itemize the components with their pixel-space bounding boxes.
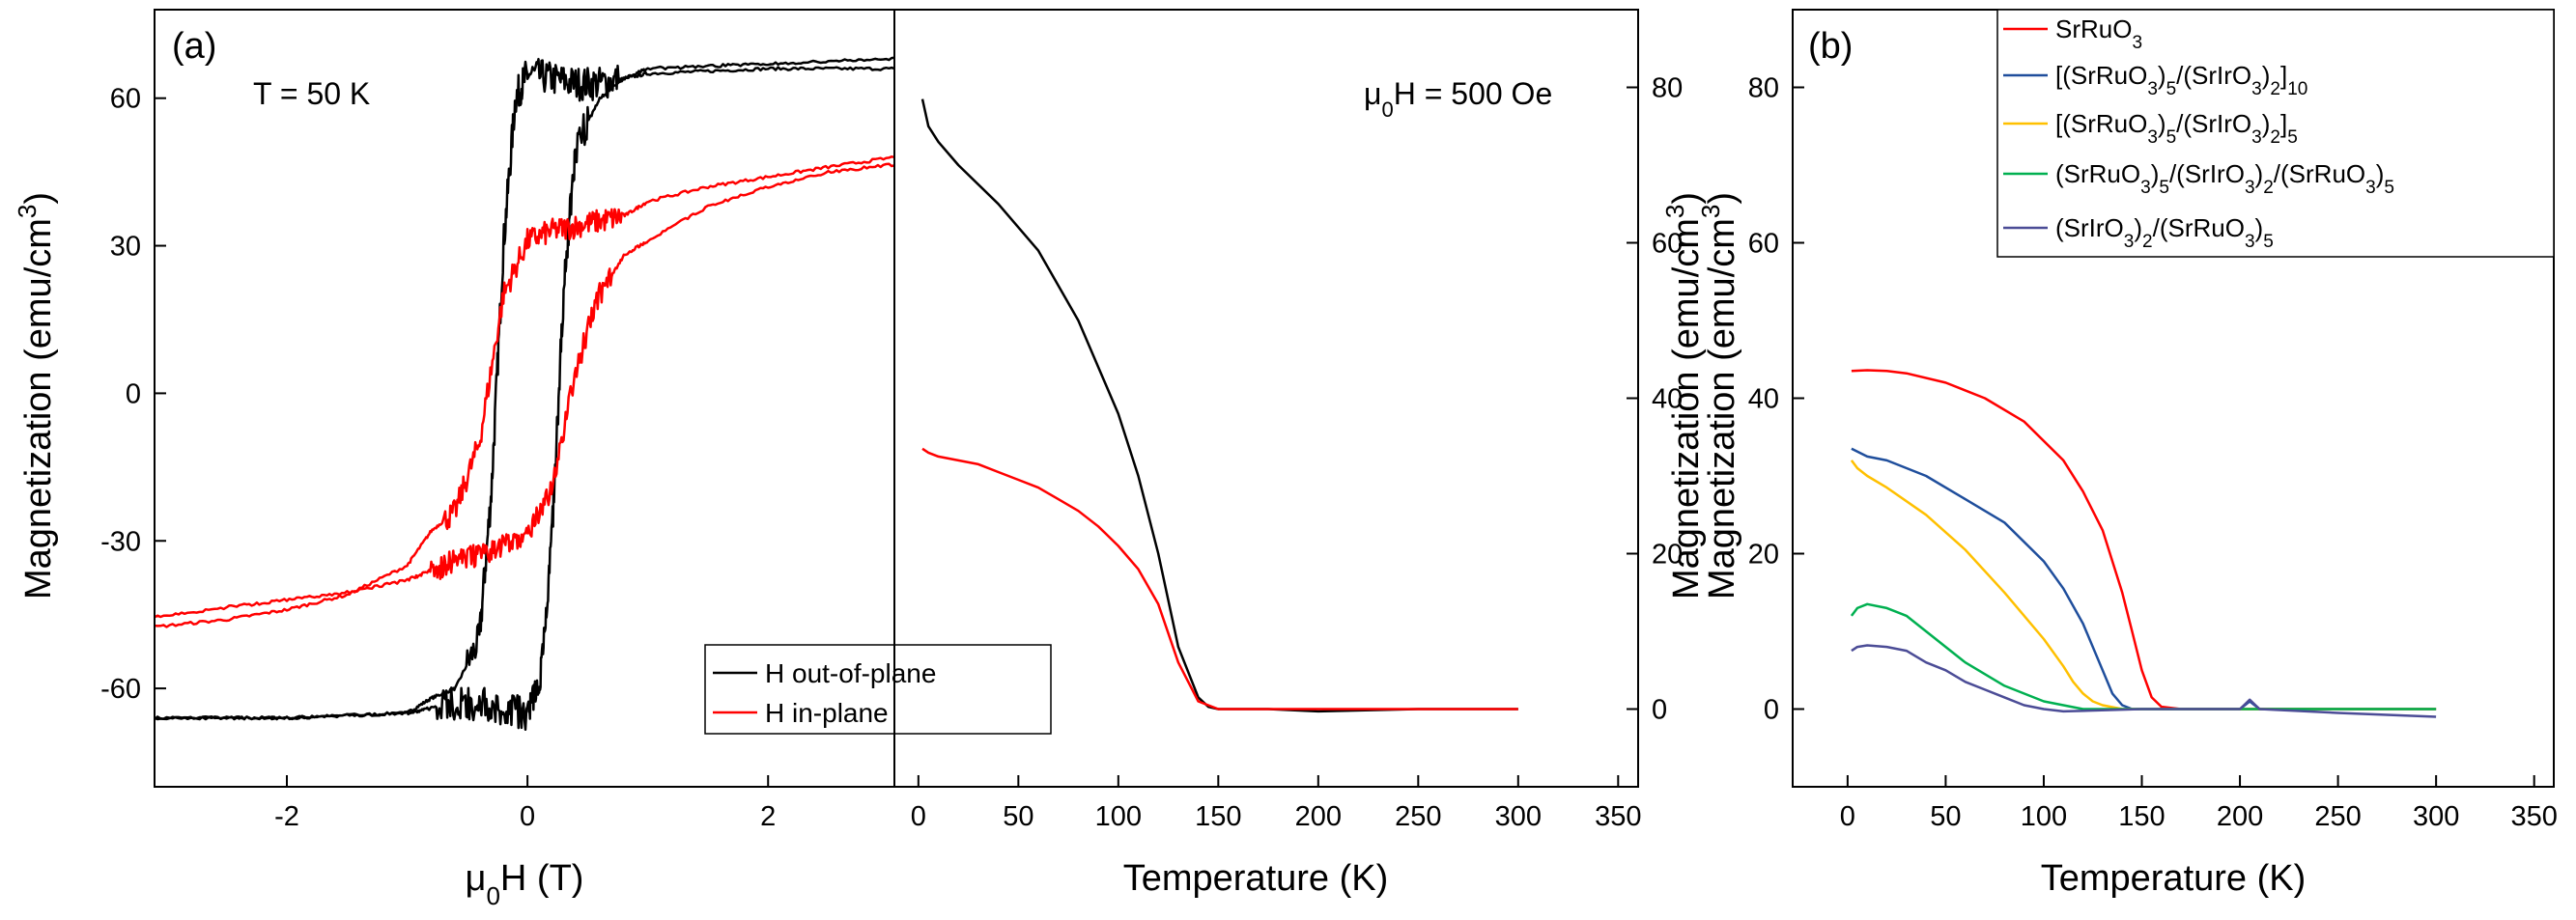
series-group — [920, 98, 1518, 713]
y-tick-label: 0 — [126, 378, 141, 409]
x-tick-label: 0 — [520, 801, 535, 832]
y-tick-label: 40 — [1748, 384, 1779, 415]
legend-b: SrRuO3 [(SrRuO3)5/(SrIrO3)2]10 [(SrRuO3)… — [1996, 9, 2555, 258]
x-axis-title: μ0H (T) — [466, 858, 584, 910]
tick-group: -2 0 2 -60 -30 0 30 60 — [100, 84, 776, 832]
legend-box — [1996, 9, 2555, 258]
x-tick-label: 0 — [911, 801, 926, 832]
series-line-2 — [1850, 460, 2437, 711]
y-axis-title: Magnetization (emu/cm3) — [1660, 192, 1707, 599]
x-tick-label: 150 — [1195, 801, 1241, 832]
x-tick-label: 300 — [1495, 801, 1542, 832]
x-tick-label: 300 — [2413, 801, 2459, 832]
legend-label-in-plane: H in-plane — [765, 698, 889, 728]
series-line-0 — [154, 57, 895, 721]
tick-group: 0 50 100 150 200 250 300 350 0 20 40 60 80 — [911, 73, 1683, 833]
x-axis-title: Temperature (K) — [1123, 858, 1389, 899]
x-tick-label: 200 — [1295, 801, 1342, 832]
x-tick-label: 100 — [2021, 801, 2067, 832]
panel-label: (b) — [1808, 26, 1853, 67]
y-tick-label: 30 — [110, 232, 141, 263]
series-group — [1850, 369, 2437, 718]
field-annotation: μ0H = 500 Oe — [1364, 76, 1552, 122]
x-tick-label: 100 — [1095, 801, 1142, 832]
y-tick-label: 60 — [1652, 229, 1683, 260]
series-line-3 — [1850, 602, 2437, 711]
x-axis-title: Temperature (K) — [2041, 858, 2307, 899]
x-tick-label: 350 — [2510, 801, 2557, 832]
x-tick-label: -2 — [274, 801, 299, 832]
y-tick-label: 20 — [1652, 540, 1683, 571]
panel-label: (a) — [172, 26, 216, 67]
legend-label-out-of-plane: H out-of-plane — [765, 658, 936, 688]
series-line-3 — [154, 162, 895, 619]
y-tick-label: 80 — [1748, 73, 1779, 104]
y-tick-label: 0 — [1652, 695, 1667, 726]
legend-box — [704, 644, 1052, 735]
y-tick-label: 40 — [1652, 384, 1683, 415]
x-tick-label: 350 — [1595, 801, 1641, 832]
x-tick-label: 50 — [1003, 801, 1033, 832]
panel-b-multilayers: 0 50 100 150 200 250 300 350 0 20 40 60 80 (b) Tempe… — [1660, 9, 2558, 899]
y-axis-title-right: Magnetization (emu/cm3) — [1696, 192, 1742, 599]
series-line-1 — [1851, 447, 2437, 711]
temperature-annotation: T = 50 K — [253, 76, 370, 111]
series-line-1 — [921, 447, 1518, 711]
y-tick-label: 20 — [1748, 540, 1779, 571]
panel-a-temperature: 0 50 100 150 200 250 300 350 0 20 40 60 80 μ0H = 500… — [893, 9, 1742, 899]
y-tick-label: -60 — [100, 674, 141, 705]
plot-frame — [893, 9, 1639, 788]
x-tick-label: 0 — [1840, 801, 1855, 832]
x-tick-label: 2 — [760, 801, 776, 832]
series-line-4 — [1851, 644, 2437, 718]
x-tick-label: 250 — [1395, 801, 1441, 832]
y-tick-label: 60 — [1748, 229, 1779, 260]
legend-a: H out-of-plane H in-plane — [704, 644, 1052, 735]
tick-group: 0 50 100 150 200 250 300 350 0 20 40 60 80 — [1748, 73, 2558, 833]
y-axis-title: Magnetization (emu/cm3) — [13, 192, 59, 599]
y-tick-label: -30 — [100, 526, 141, 557]
series-group — [154, 56, 895, 732]
x-tick-label: 250 — [2314, 801, 2361, 832]
x-tick-label: 50 — [1930, 801, 1961, 832]
y-tick-label: 0 — [1764, 695, 1779, 726]
y-tick-label: 80 — [1652, 73, 1683, 104]
series-line-2 — [154, 155, 895, 628]
x-tick-label: 200 — [2217, 801, 2263, 832]
y-tick-label: 60 — [110, 84, 141, 115]
series-line-0 — [1851, 369, 2437, 711]
x-tick-label: 150 — [2118, 801, 2165, 832]
series-line-1 — [154, 56, 895, 732]
series-line-0 — [920, 98, 1518, 713]
